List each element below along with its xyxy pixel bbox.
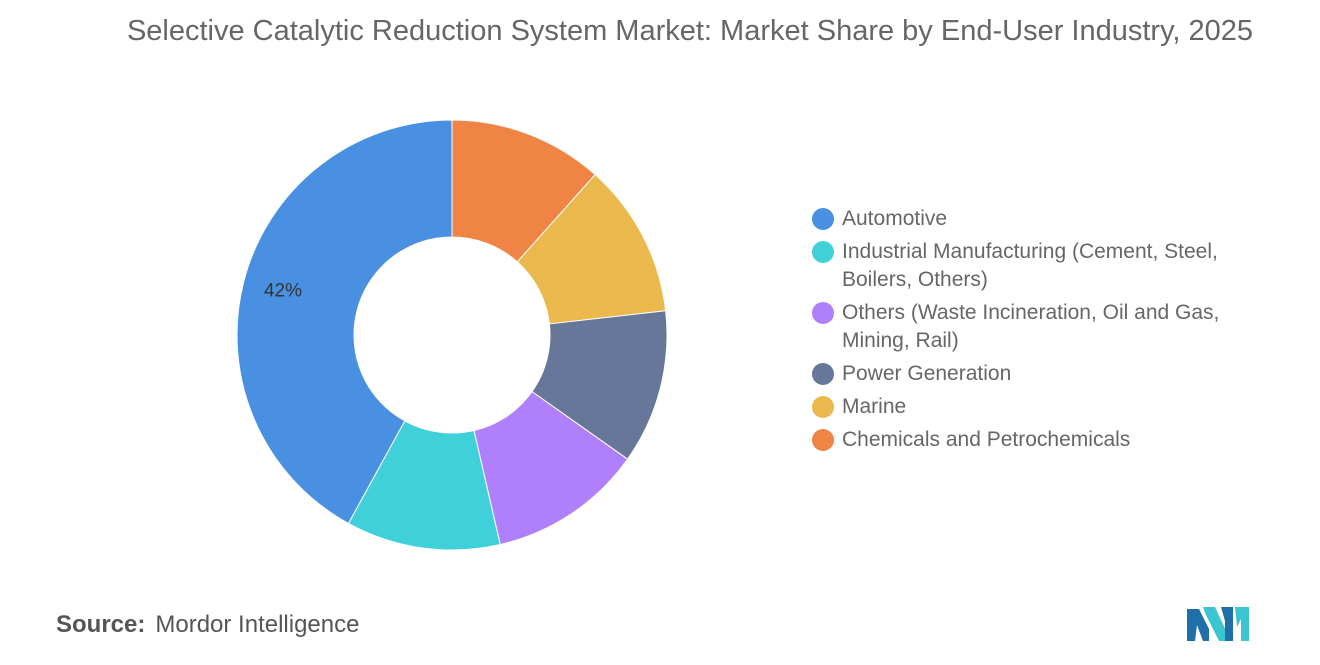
legend-swatch	[812, 302, 834, 324]
legend-item-marine: Marine	[812, 393, 1272, 421]
legend-item-others: Others (Waste Incineration, Oil and Gas,…	[812, 299, 1272, 355]
legend-label: Marine	[842, 395, 907, 418]
legend-label: Others (Waste Incineration, Oil and Gas,…	[842, 301, 1220, 352]
legend-item-chemicals-petrochemicals: Chemicals and Petrochemicals	[812, 426, 1272, 454]
chart-legend: Automotive Industrial Manufacturing (Ceme…	[812, 205, 1272, 459]
legend-swatch	[812, 241, 834, 263]
legend-item-industrial-manufacturing: Industrial Manufacturing (Cement, Steel,…	[812, 238, 1272, 294]
legend-label: Industrial Manufacturing (Cement, Steel,…	[842, 240, 1218, 291]
legend-swatch	[812, 208, 834, 230]
source-note: Source: Mordor Intelligence	[56, 611, 359, 639]
mordor-intelligence-logo-icon	[1187, 607, 1249, 641]
legend-label: Chemicals and Petrochemicals	[842, 428, 1131, 451]
data-label-automotive: 42%	[264, 281, 302, 302]
chart-title: Selective Catalytic Reduction System Mar…	[126, 15, 1254, 47]
legend-item-power-generation: Power Generation	[812, 360, 1272, 388]
legend-swatch	[812, 429, 834, 451]
legend-swatch	[812, 396, 834, 418]
slice-automotive	[236, 119, 453, 525]
source-label: Source:	[56, 611, 146, 638]
legend-swatch	[812, 363, 834, 385]
source-text: Mordor Intelligence	[155, 611, 360, 638]
legend-label: Power Generation	[842, 362, 1012, 385]
legend-item-automotive: Automotive	[812, 205, 1272, 233]
legend-label: Automotive	[842, 207, 948, 230]
